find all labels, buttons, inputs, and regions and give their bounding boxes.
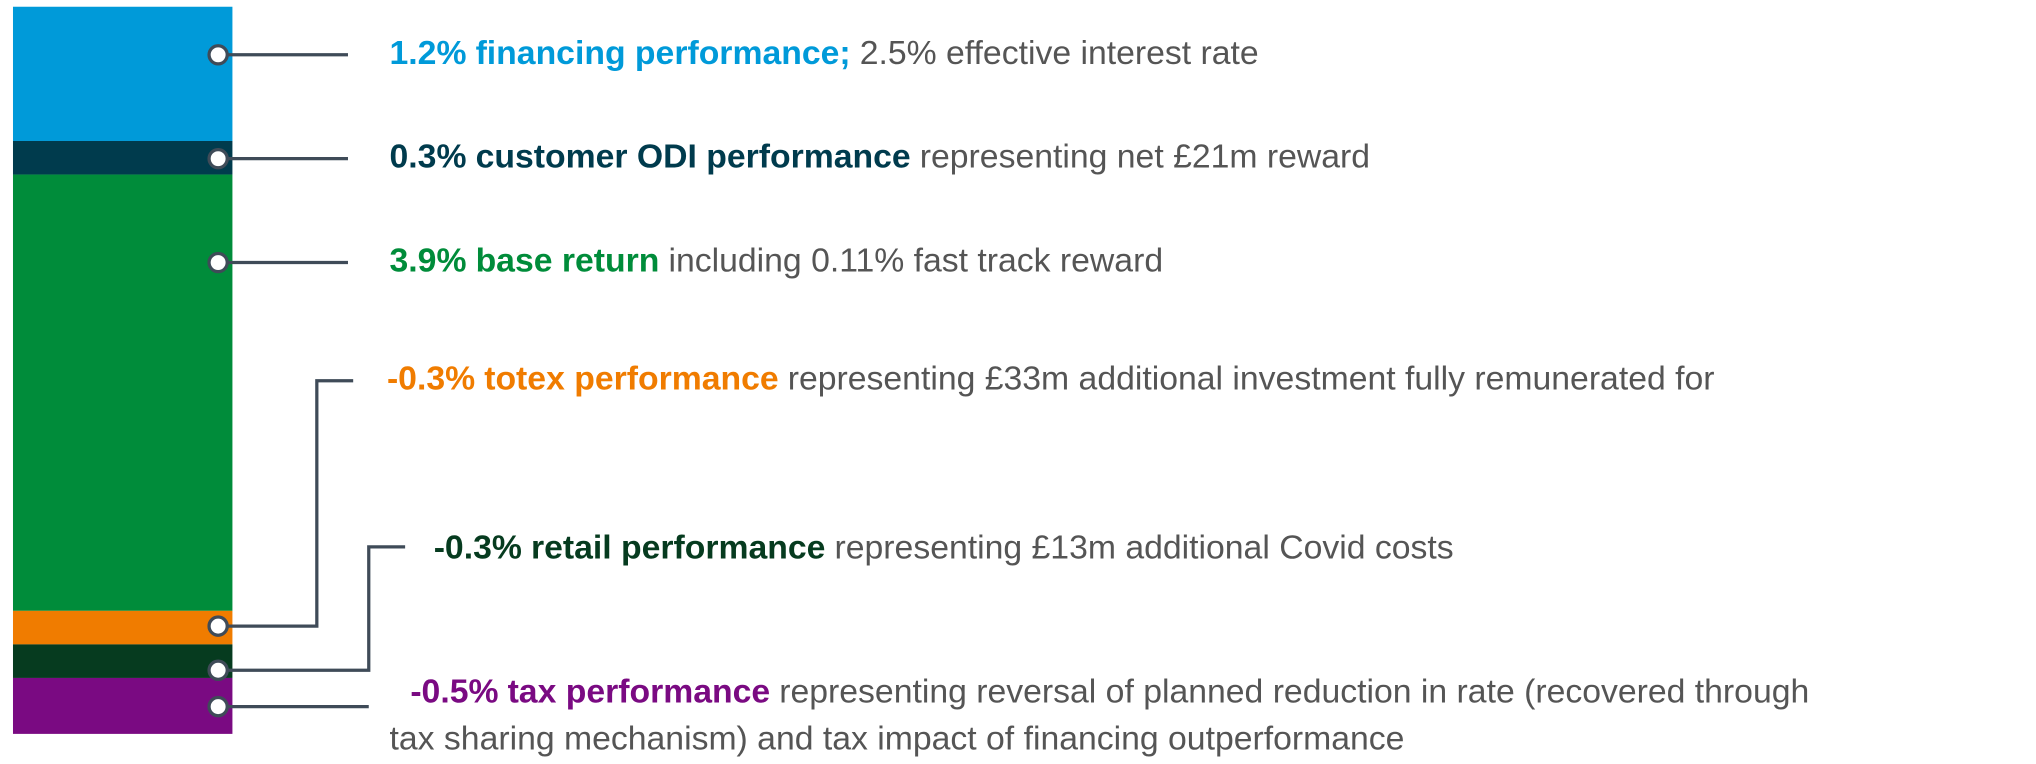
annotation: 3.9% base return including 0.11% fast trac… bbox=[390, 241, 1164, 279]
value-label: -0.5% bbox=[410, 673, 498, 711]
bar-segment bbox=[12, 174, 233, 611]
description: tax sharing mechanism) and tax impact of… bbox=[390, 719, 1405, 757]
segment-name: customer ODI performance bbox=[476, 138, 911, 176]
annotation: -0.5% tax performance representing reversa… bbox=[410, 673, 1809, 711]
segment-name: financing performance; bbox=[476, 34, 851, 72]
connector-dot bbox=[207, 147, 229, 170]
description: 2.5% effective interest rate bbox=[860, 34, 1259, 72]
description: representing £13m additional Covid costs bbox=[835, 528, 1454, 566]
bar-segment bbox=[12, 6, 233, 141]
value-label: -0.3% bbox=[434, 528, 522, 566]
value-label: -0.3% bbox=[387, 360, 475, 398]
annotation: -0.3% totex performance representing £33m … bbox=[387, 360, 1715, 398]
segment-name: retail performance bbox=[531, 528, 826, 566]
annotation: 1.2% financing performance; 2.5% effective… bbox=[390, 34, 1259, 72]
connector-dot bbox=[207, 695, 229, 718]
value-label: 0.3% bbox=[390, 138, 467, 176]
bar-segment bbox=[12, 677, 233, 734]
segment-name: tax performance bbox=[508, 673, 771, 711]
bar-segment bbox=[12, 610, 233, 645]
annotation: -0.3% retail performance representing £13m… bbox=[434, 528, 1454, 566]
description: representing net £21m reward bbox=[920, 138, 1370, 176]
connector bbox=[218, 545, 406, 672]
bar-segment bbox=[12, 644, 233, 678]
segment-name: base return bbox=[476, 241, 660, 279]
connector-dot bbox=[207, 44, 229, 66]
value-label: 3.9% bbox=[390, 241, 467, 279]
description: representing reversal of planned reducti… bbox=[779, 673, 1809, 711]
connector-dot bbox=[207, 251, 229, 274]
annotation: 0.3% customer ODI performance representing… bbox=[390, 138, 1371, 176]
connector-dot bbox=[207, 659, 229, 681]
description: representing £33m additional investment … bbox=[788, 360, 1715, 398]
value-label: 1.2% bbox=[390, 34, 467, 72]
segment-name: totex performance bbox=[484, 360, 778, 398]
connector bbox=[218, 379, 354, 628]
description: including 0.11% fast track reward bbox=[668, 241, 1163, 279]
bar-segment bbox=[12, 140, 233, 175]
connector-dot bbox=[207, 615, 229, 637]
